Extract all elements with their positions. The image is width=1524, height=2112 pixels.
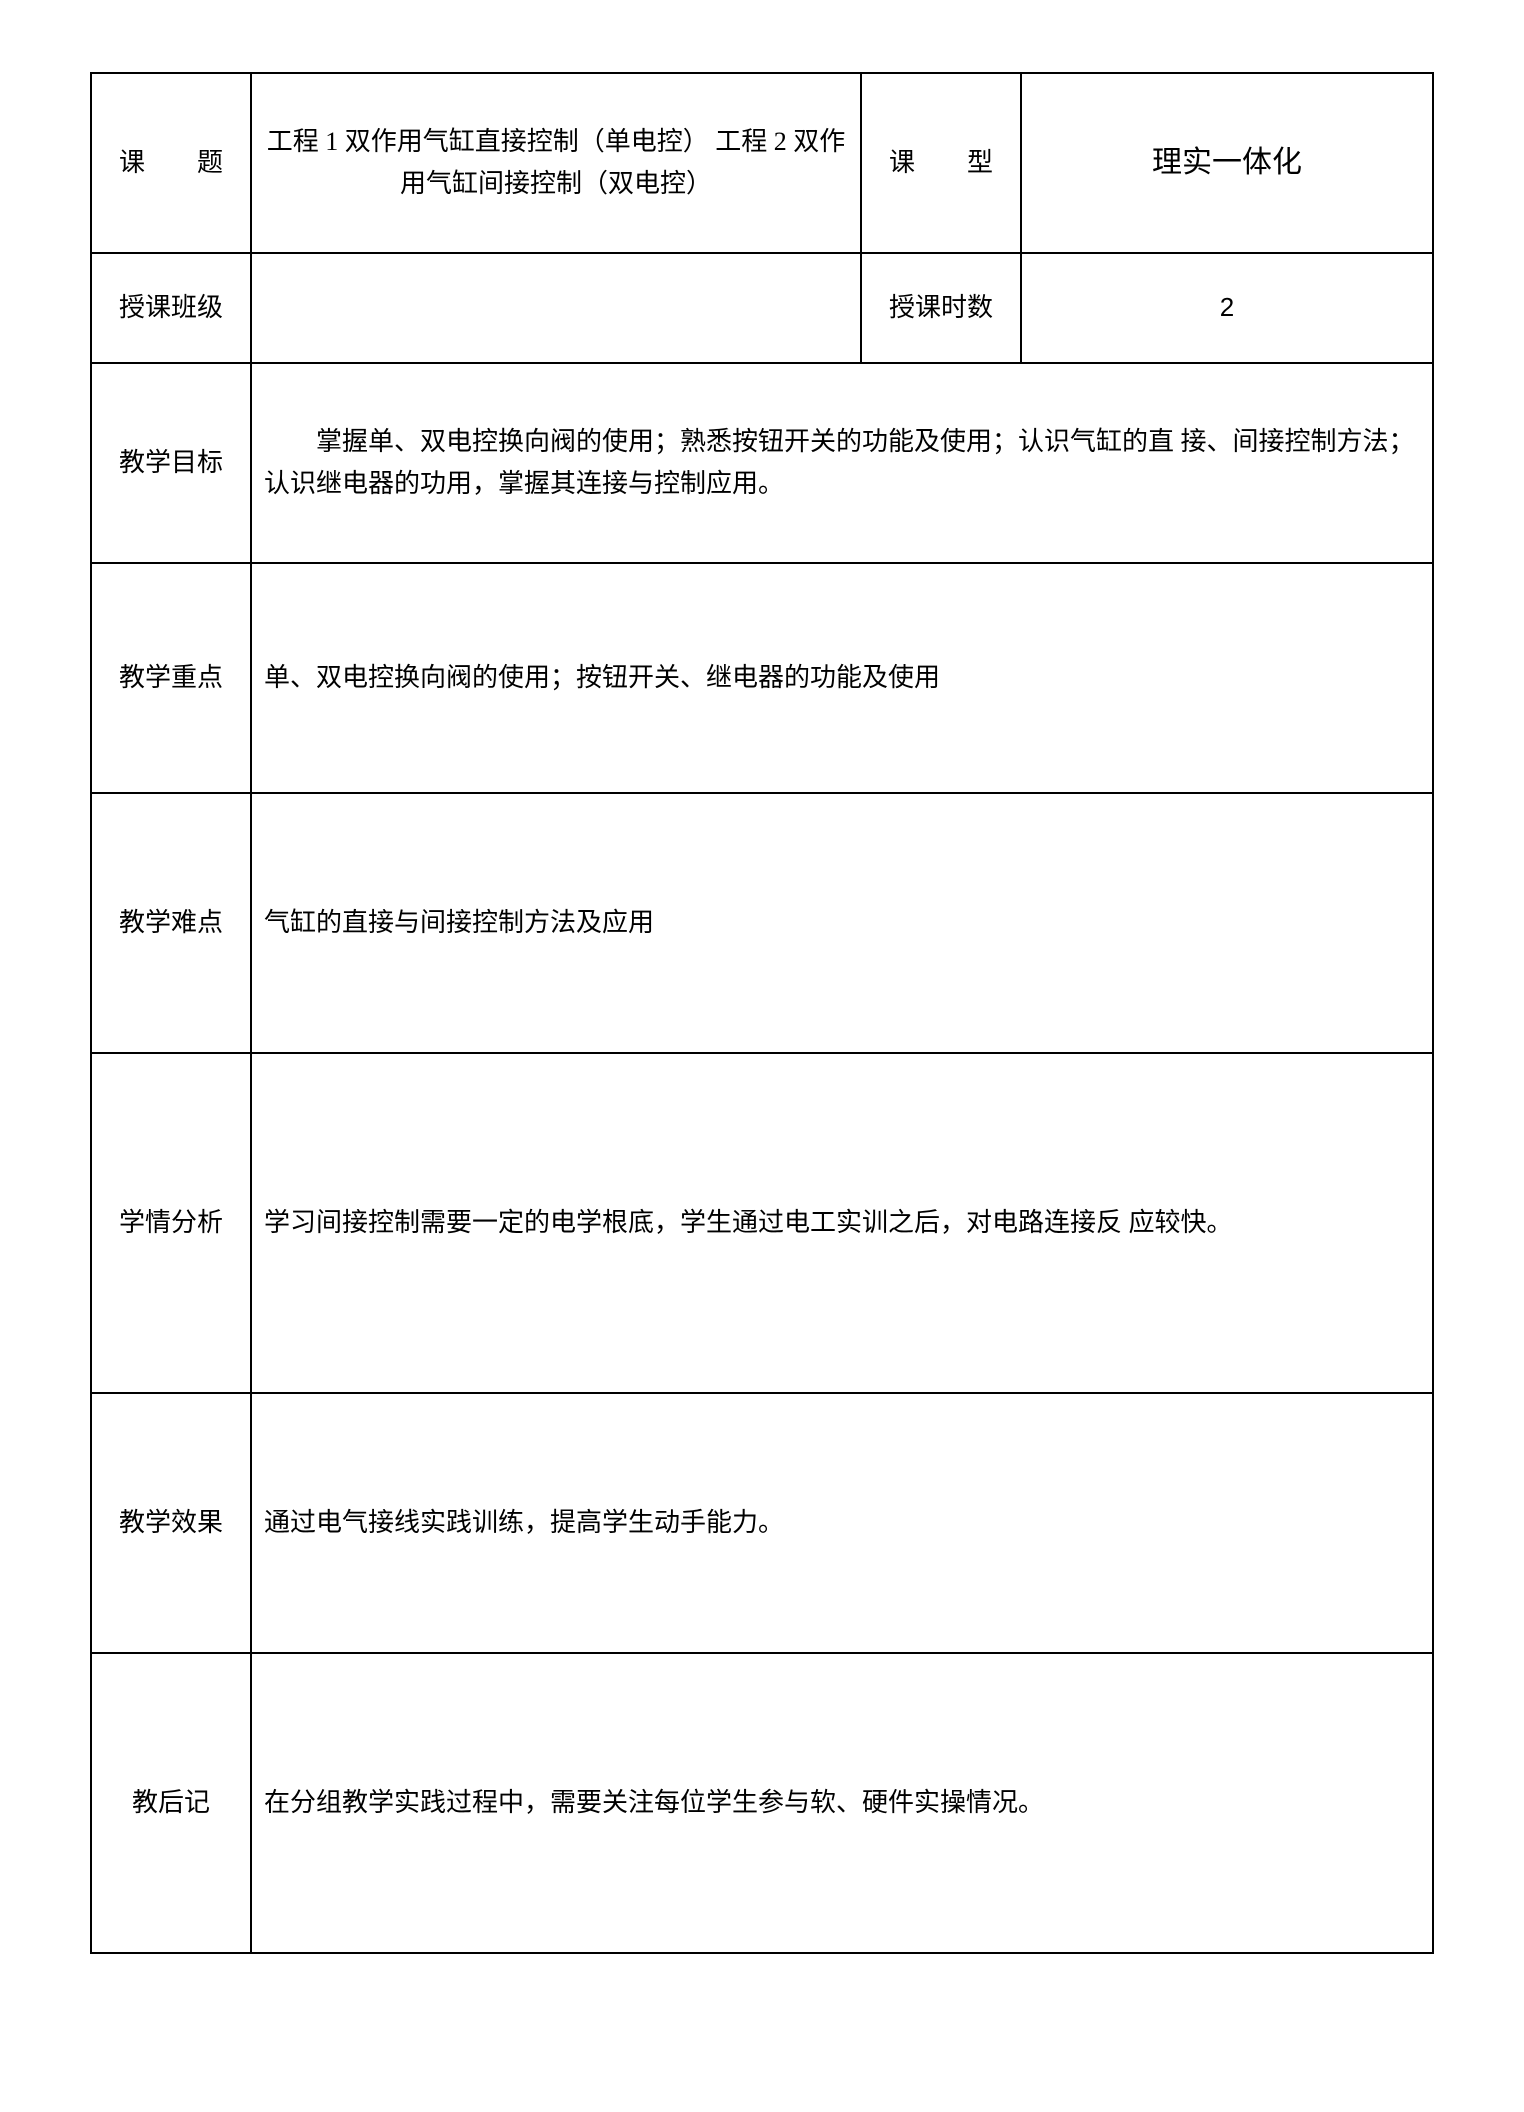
label-focus: 教学重点 [91,563,251,793]
value-type: 理实一体化 [1021,73,1433,253]
row-focus: 教学重点 单、双电控换向阀的使用；按钮开关、继电器的功能及使用 [91,563,1433,793]
value-goal: 掌握单、双电控换向阀的使用；熟悉按钮开关的功能及使用；认识气缸的直 接、间接控制… [251,363,1433,563]
label-class: 授课班级 [91,253,251,363]
label-analysis: 学情分析 [91,1053,251,1393]
value-topic: 工程 1 双作用气缸直接控制（单电控） 工程 2 双作用气缸间接控制（双电控） [251,73,861,253]
row-topic: 课 题 工程 1 双作用气缸直接控制（单电控） 工程 2 双作用气缸间接控制（双… [91,73,1433,253]
value-focus: 单、双电控换向阀的使用；按钮开关、继电器的功能及使用 [251,563,1433,793]
label-difficulty: 教学难点 [91,793,251,1053]
label-hours: 授课时数 [861,253,1021,363]
row-analysis: 学情分析 学习间接控制需要一定的电学根底，学生通过电工实训之后，对电路连接反 应… [91,1053,1433,1393]
label-effect: 教学效果 [91,1393,251,1653]
lesson-plan-table: 课 题 工程 1 双作用气缸直接控制（单电控） 工程 2 双作用气缸间接控制（双… [90,72,1434,1954]
label-topic: 课 题 [91,73,251,253]
row-class: 授课班级 授课时数 2 [91,253,1433,363]
label-type: 课 型 [861,73,1021,253]
row-effect: 教学效果 通过电气接线实践训练，提高学生动手能力。 [91,1393,1433,1653]
row-goal: 教学目标 掌握单、双电控换向阀的使用；熟悉按钮开关的功能及使用；认识气缸的直 接… [91,363,1433,563]
label-postnote: 教后记 [91,1653,251,1953]
label-goal: 教学目标 [91,363,251,563]
value-difficulty: 气缸的直接与间接控制方法及应用 [251,793,1433,1053]
value-effect: 通过电气接线实践训练，提高学生动手能力。 [251,1393,1433,1653]
row-postnote: 教后记 在分组教学实践过程中，需要关注每位学生参与软、硬件实操情况。 [91,1653,1433,1953]
value-hours: 2 [1021,253,1433,363]
value-analysis: 学习间接控制需要一定的电学根底，学生通过电工实训之后，对电路连接反 应较快。 [251,1053,1433,1393]
row-difficulty: 教学难点 气缸的直接与间接控制方法及应用 [91,793,1433,1053]
value-class [251,253,861,363]
value-postnote: 在分组教学实践过程中，需要关注每位学生参与软、硬件实操情况。 [251,1653,1433,1953]
